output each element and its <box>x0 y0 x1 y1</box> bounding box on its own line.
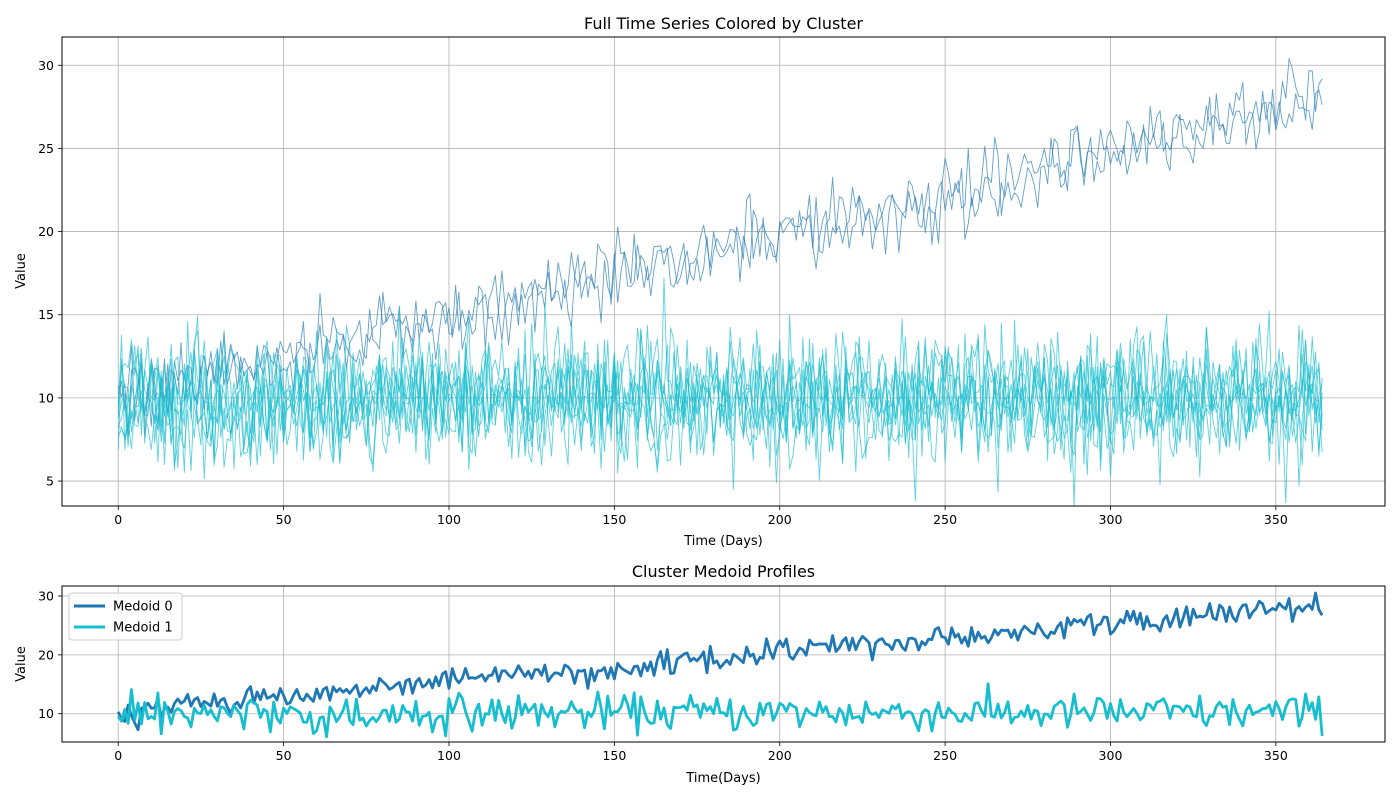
x-tick-label: 350 <box>1264 512 1288 527</box>
x-tick-label: 250 <box>933 748 957 763</box>
x-ticks: 0 50 100 150 200 250 300 350 <box>114 506 1288 527</box>
cluster-0-series-line <box>117 81 1323 437</box>
x-tick-label: 300 <box>1099 512 1123 527</box>
x-tick-label: 100 <box>437 512 461 527</box>
y-tick-label: 10 <box>38 390 54 405</box>
x-tick-label: 50 <box>276 512 292 527</box>
x-tick-label: 200 <box>768 748 792 763</box>
y-tick-label: 5 <box>46 474 54 489</box>
plot-frame <box>61 585 1386 743</box>
plot-frame <box>61 36 1386 507</box>
chart-title: Full Time Series Colored by Cluster <box>584 14 863 33</box>
x-tick-label: 100 <box>437 748 461 763</box>
y-axis-label: Value <box>14 646 29 682</box>
x-tick-label: 350 <box>1264 748 1288 763</box>
chart-title: Cluster Medoid Profiles <box>632 562 815 581</box>
cluster-1-series-line <box>117 310 1323 493</box>
x-ticks: 0 50 100 150 200 250 300 350 <box>114 742 1288 763</box>
series-group <box>116 591 1324 739</box>
x-tick-label: 250 <box>933 512 957 527</box>
y-tick-label: 15 <box>38 307 54 322</box>
legend: Medoid 0 Medoid 1 <box>68 592 183 641</box>
x-tick-label: 150 <box>602 748 626 763</box>
y-axis-label: Value <box>14 253 29 289</box>
full-time-series-chart: Full Time Series Colored by Cluster 0 50 1… <box>14 14 1386 549</box>
y-tick-label: 25 <box>38 141 54 156</box>
legend-label: Medoid 0 <box>113 600 173 615</box>
x-tick-label: 300 <box>1099 748 1123 763</box>
x-tick-label: 50 <box>276 748 292 763</box>
x-tick-label: 200 <box>768 512 792 527</box>
y-tick-label: 10 <box>38 706 54 721</box>
medoid-1-line <box>117 682 1324 739</box>
y-ticks: 10 20 30 <box>38 589 62 721</box>
y-tick-label: 30 <box>38 58 54 73</box>
y-tick-label: 30 <box>38 589 54 604</box>
y-ticks: 5 10 15 20 25 30 <box>38 58 62 489</box>
cluster-0-series-line <box>117 58 1323 436</box>
series-group <box>117 58 1323 507</box>
x-tick-label: 0 <box>114 748 122 763</box>
x-tick-label: 0 <box>114 512 122 527</box>
medoid-profiles-chart: Cluster Medoid Profiles 0 50 100 150 200 250 3… <box>14 562 1386 786</box>
x-tick-label: 150 <box>602 512 626 527</box>
x-axis-label: Time(Days) <box>685 771 760 786</box>
legend-label: Medoid 1 <box>113 621 173 636</box>
medoid-0-line <box>116 591 1324 732</box>
y-tick-label: 20 <box>38 224 54 239</box>
x-axis-label: Time (Days) <box>683 534 763 549</box>
y-tick-label: 20 <box>38 647 54 662</box>
